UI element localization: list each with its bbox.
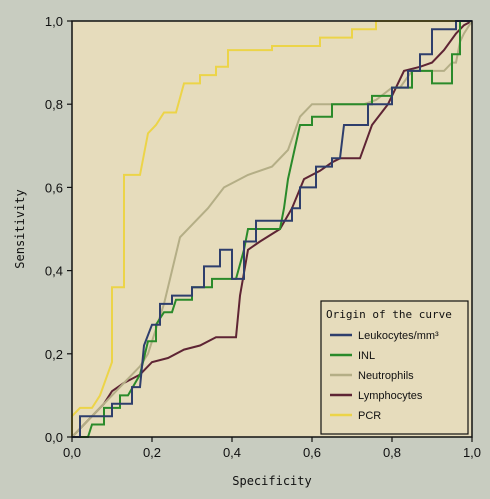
- y-tick-label: 0,0: [45, 430, 63, 445]
- y-tick-label: 0,8: [45, 97, 63, 112]
- tick-layer: 0,0 0,2 0,4 0,6 0,8 1,0 0,0 0,2 0,4 0,6 0,8 1,0: [45, 14, 481, 460]
- y-tick-label: 0,6: [45, 180, 63, 195]
- series-line-leukocytes-mm: [72, 20, 472, 438]
- x-tick-label: 1,0: [463, 445, 481, 460]
- y-tick-label: 0,2: [45, 347, 63, 362]
- legend-box: [320, 300, 469, 435]
- plot-frame: [71, 20, 473, 438]
- legend-label: Neutrophils: [358, 370, 414, 382]
- legend-label: PCR: [358, 410, 381, 422]
- x-tick-label: 0,8: [383, 445, 401, 460]
- legend-title: Origin of the curve: [326, 308, 452, 321]
- series-layer: [71, 20, 473, 438]
- x-tick-label: 0,2: [143, 445, 161, 460]
- legend-label: INL: [358, 350, 375, 362]
- x-tick-label: 0,4: [223, 445, 241, 460]
- x-axis-title: Specificity: [232, 474, 311, 488]
- legend-label: Lymphocytes: [358, 390, 423, 402]
- series-line-neutrophils: [71, 20, 473, 438]
- y-axis-title: Sensitivity: [13, 189, 27, 268]
- legend: Origin of the curve Leukocytes/mm³ INL Neu…: [320, 300, 469, 435]
- x-tick-label: 0,0: [63, 445, 81, 460]
- legend-items: Leukocytes/mm³ INL Neutrophils Lymphocytes P…: [330, 330, 439, 422]
- y-tick-label: 0,4: [45, 264, 63, 279]
- legend-label: Leukocytes/mm³: [358, 330, 439, 342]
- x-tick-label: 0,6: [303, 445, 321, 460]
- series-line-pcr: [71, 20, 472, 437]
- y-tick-label: 1,0: [45, 14, 63, 29]
